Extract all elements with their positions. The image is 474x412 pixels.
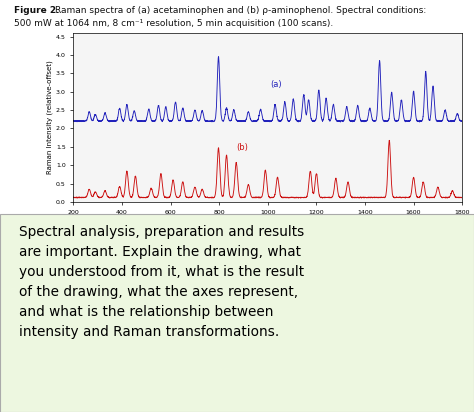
Text: Spectral analysis, preparation and results
are important. Explain the drawing, w: Spectral analysis, preparation and resul…: [19, 225, 304, 339]
Text: 500 mW at 1064 nm, 8 cm⁻¹ resolution, 5 min acquisition (100 scans).: 500 mW at 1064 nm, 8 cm⁻¹ resolution, 5 …: [14, 19, 334, 28]
Y-axis label: Raman Intensity (relative-offset): Raman Intensity (relative-offset): [46, 61, 53, 174]
Text: (b): (b): [236, 143, 248, 152]
Text: Figure 2.: Figure 2.: [14, 6, 60, 15]
Text: Raman spectra of (a) acetaminophen and (b) ρ-aminophenol. Spectral conditions:: Raman spectra of (a) acetaminophen and (…: [55, 6, 426, 15]
X-axis label: Raman Shift (1/cm): Raman Shift (1/cm): [231, 217, 305, 226]
Text: (a): (a): [270, 80, 282, 89]
